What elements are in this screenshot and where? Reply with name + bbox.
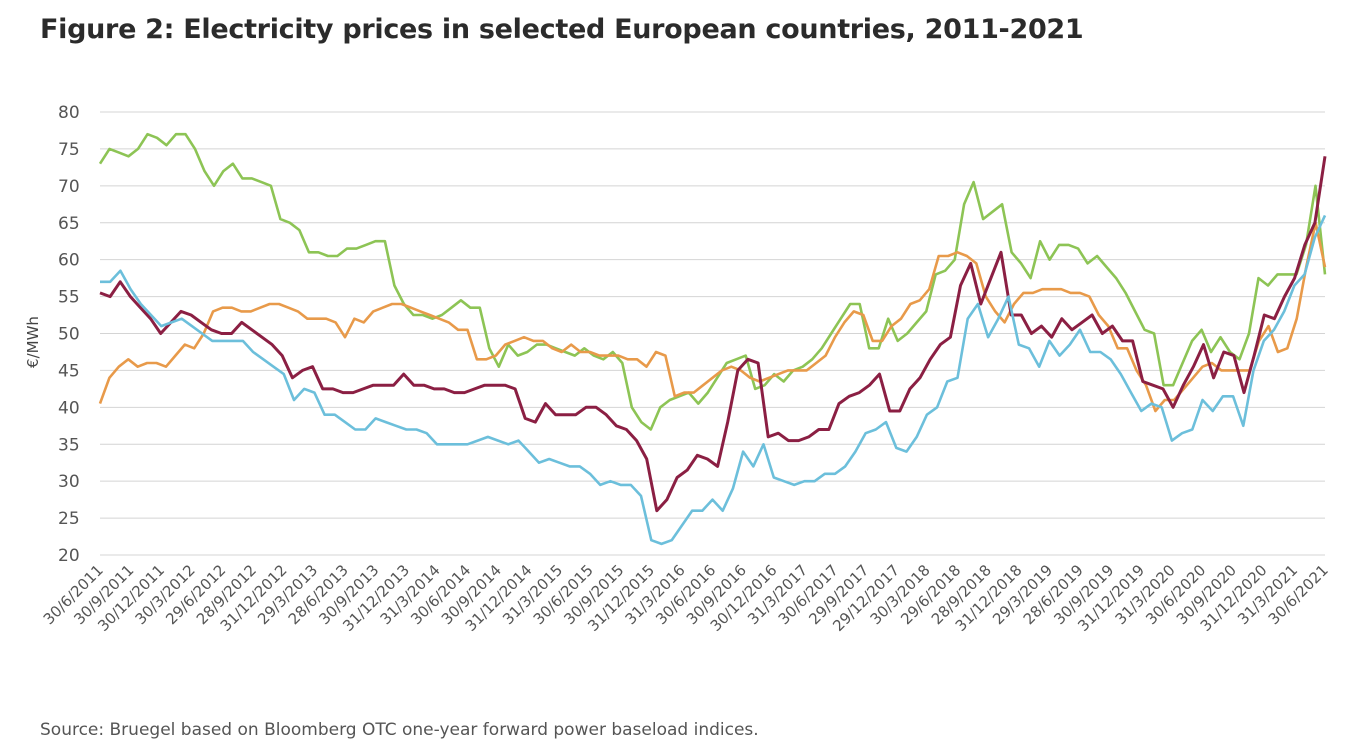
y-tick-label: 45: [58, 361, 80, 381]
series-lines: [98, 132, 1327, 546]
line-chart: 20 25 30 35 40 45 50 55 60 65 70 75 80 30/6/201130/9…: [24, 103, 1332, 635]
chart-title: Figure 2: Electricity prices in selected…: [40, 14, 1084, 45]
series-line-3: [99, 156, 1327, 513]
series-line-1: [98, 132, 1327, 431]
source-note: Source: Bruegel based on Bloomberg OTC o…: [40, 720, 759, 740]
series-line-4: [100, 214, 1327, 546]
grid-lines: [100, 111, 1325, 556]
y-tick-label: 65: [58, 214, 80, 234]
y-tick-label: 30: [58, 472, 80, 492]
series-line-2: [98, 221, 1327, 413]
y-tick-label: 55: [58, 288, 80, 308]
y-tick-label: 25: [58, 509, 80, 529]
y-tick-label: 50: [58, 325, 80, 345]
y-tick-label: 60: [58, 251, 80, 271]
y-tick-label: 70: [58, 177, 80, 197]
y-axis-label: €/MWh: [24, 316, 42, 368]
y-axis-ticks: 20 25 30 35 40 45 50 55 60 65 70 75 80: [58, 103, 80, 566]
y-tick-label: 40: [58, 398, 80, 418]
x-axis-ticks: 30/6/201130/9/201130/12/201130/3/201229/…: [40, 561, 1332, 635]
y-tick-label: 80: [58, 103, 80, 123]
y-tick-label: 75: [58, 140, 80, 160]
y-tick-label: 20: [58, 546, 80, 566]
y-tick-label: 35: [58, 435, 80, 455]
